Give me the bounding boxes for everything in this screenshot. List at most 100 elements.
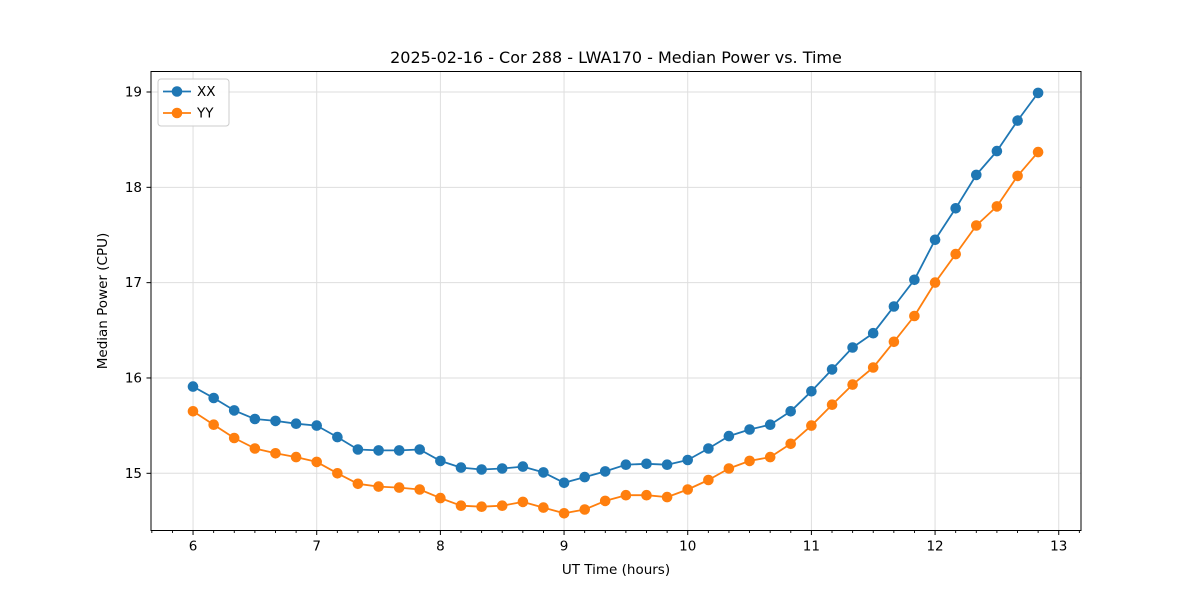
data-point [867,362,879,373]
tick-labels: 6 7 8 9 10 11 12 13 15 16 17 18 19 [125,84,1068,554]
data-series [187,87,1044,519]
y-tick-label: 17 [125,275,142,291]
data-point [888,336,900,348]
data-point [909,310,920,322]
data-point [290,418,302,430]
x-tick-label: 10 [679,539,696,555]
data-point [332,431,343,443]
data-point [620,459,632,471]
legend-box [157,78,230,127]
data-point [352,478,364,490]
data-point [888,301,900,312]
x-axis-label: UT Time (hours) [562,562,670,578]
data-point [806,386,817,397]
data-point [538,502,549,513]
y-tick-label: 15 [125,466,142,482]
y-tick-label: 19 [125,84,142,100]
data-point [723,463,735,474]
data-point [867,327,879,339]
data-point [971,169,982,181]
legend-marker [171,86,183,97]
data-point [228,432,240,444]
x-tick-label: 9 [560,539,569,555]
data-point [909,274,920,286]
data-point [290,451,302,463]
x-tick-label: 13 [1050,539,1067,555]
data-point [332,468,343,479]
data-point [641,458,652,470]
data-point [270,415,281,427]
chart-title: 2025-02-16 - Cor 288 - LWA170 - Median P… [390,48,842,67]
x-tick-label: 7 [312,539,321,555]
data-point [950,203,961,214]
data-point [599,466,611,477]
data-point [826,399,838,411]
data-point [373,481,384,492]
data-point [703,474,714,486]
data-point [1012,170,1023,182]
data-point [826,364,838,375]
data-point [991,201,1003,212]
data-point [414,484,426,495]
data-point [1032,87,1044,99]
data-point [558,477,570,489]
data-point [187,406,199,417]
data-point [785,438,796,450]
data-point [661,491,673,503]
plot-border [150,71,1082,531]
legend-label: YY [196,106,214,122]
data-point [311,420,323,431]
x-tick-label: 12 [926,539,943,555]
data-point [579,471,590,483]
axis-ticks [146,91,1080,535]
legend-item-xx: XX [163,84,216,100]
legend-item-yy: YY [163,106,214,122]
data-point [228,405,240,416]
data-point [806,420,817,431]
legend: XX YY [157,78,230,127]
data-point [373,445,384,456]
data-point [270,448,281,459]
data-point [579,504,590,515]
data-point [744,424,755,435]
data-point [311,456,323,468]
data-point [847,342,858,353]
data-point [414,444,426,455]
data-point [558,508,570,519]
series-yy [187,146,1044,519]
data-point [764,451,776,463]
data-point [991,145,1003,157]
data-point [476,501,487,512]
data-point [723,430,735,442]
data-point [249,413,261,425]
data-point [620,489,632,501]
data-point [393,482,405,493]
legend-marker [171,107,183,119]
data-point [599,495,611,507]
series-xx [187,87,1044,489]
y-axis-label: Median Power (CPU) [95,233,111,369]
data-point [682,454,693,466]
data-point [1012,115,1023,126]
data-point [435,455,446,467]
data-point [929,277,941,288]
data-point [764,419,776,431]
data-point [538,467,549,478]
data-point [208,419,219,431]
data-point [847,379,858,390]
data-point [682,484,693,495]
data-point [496,500,508,512]
x-tick-label: 11 [803,539,820,555]
data-point [435,492,446,504]
data-point [352,444,364,455]
x-tick-label: 8 [436,539,445,555]
data-point [785,406,796,417]
data-point [661,459,673,471]
data-point [950,248,961,260]
data-point [208,392,219,404]
data-point [1032,146,1044,158]
data-point [496,463,508,474]
data-point [929,234,941,246]
